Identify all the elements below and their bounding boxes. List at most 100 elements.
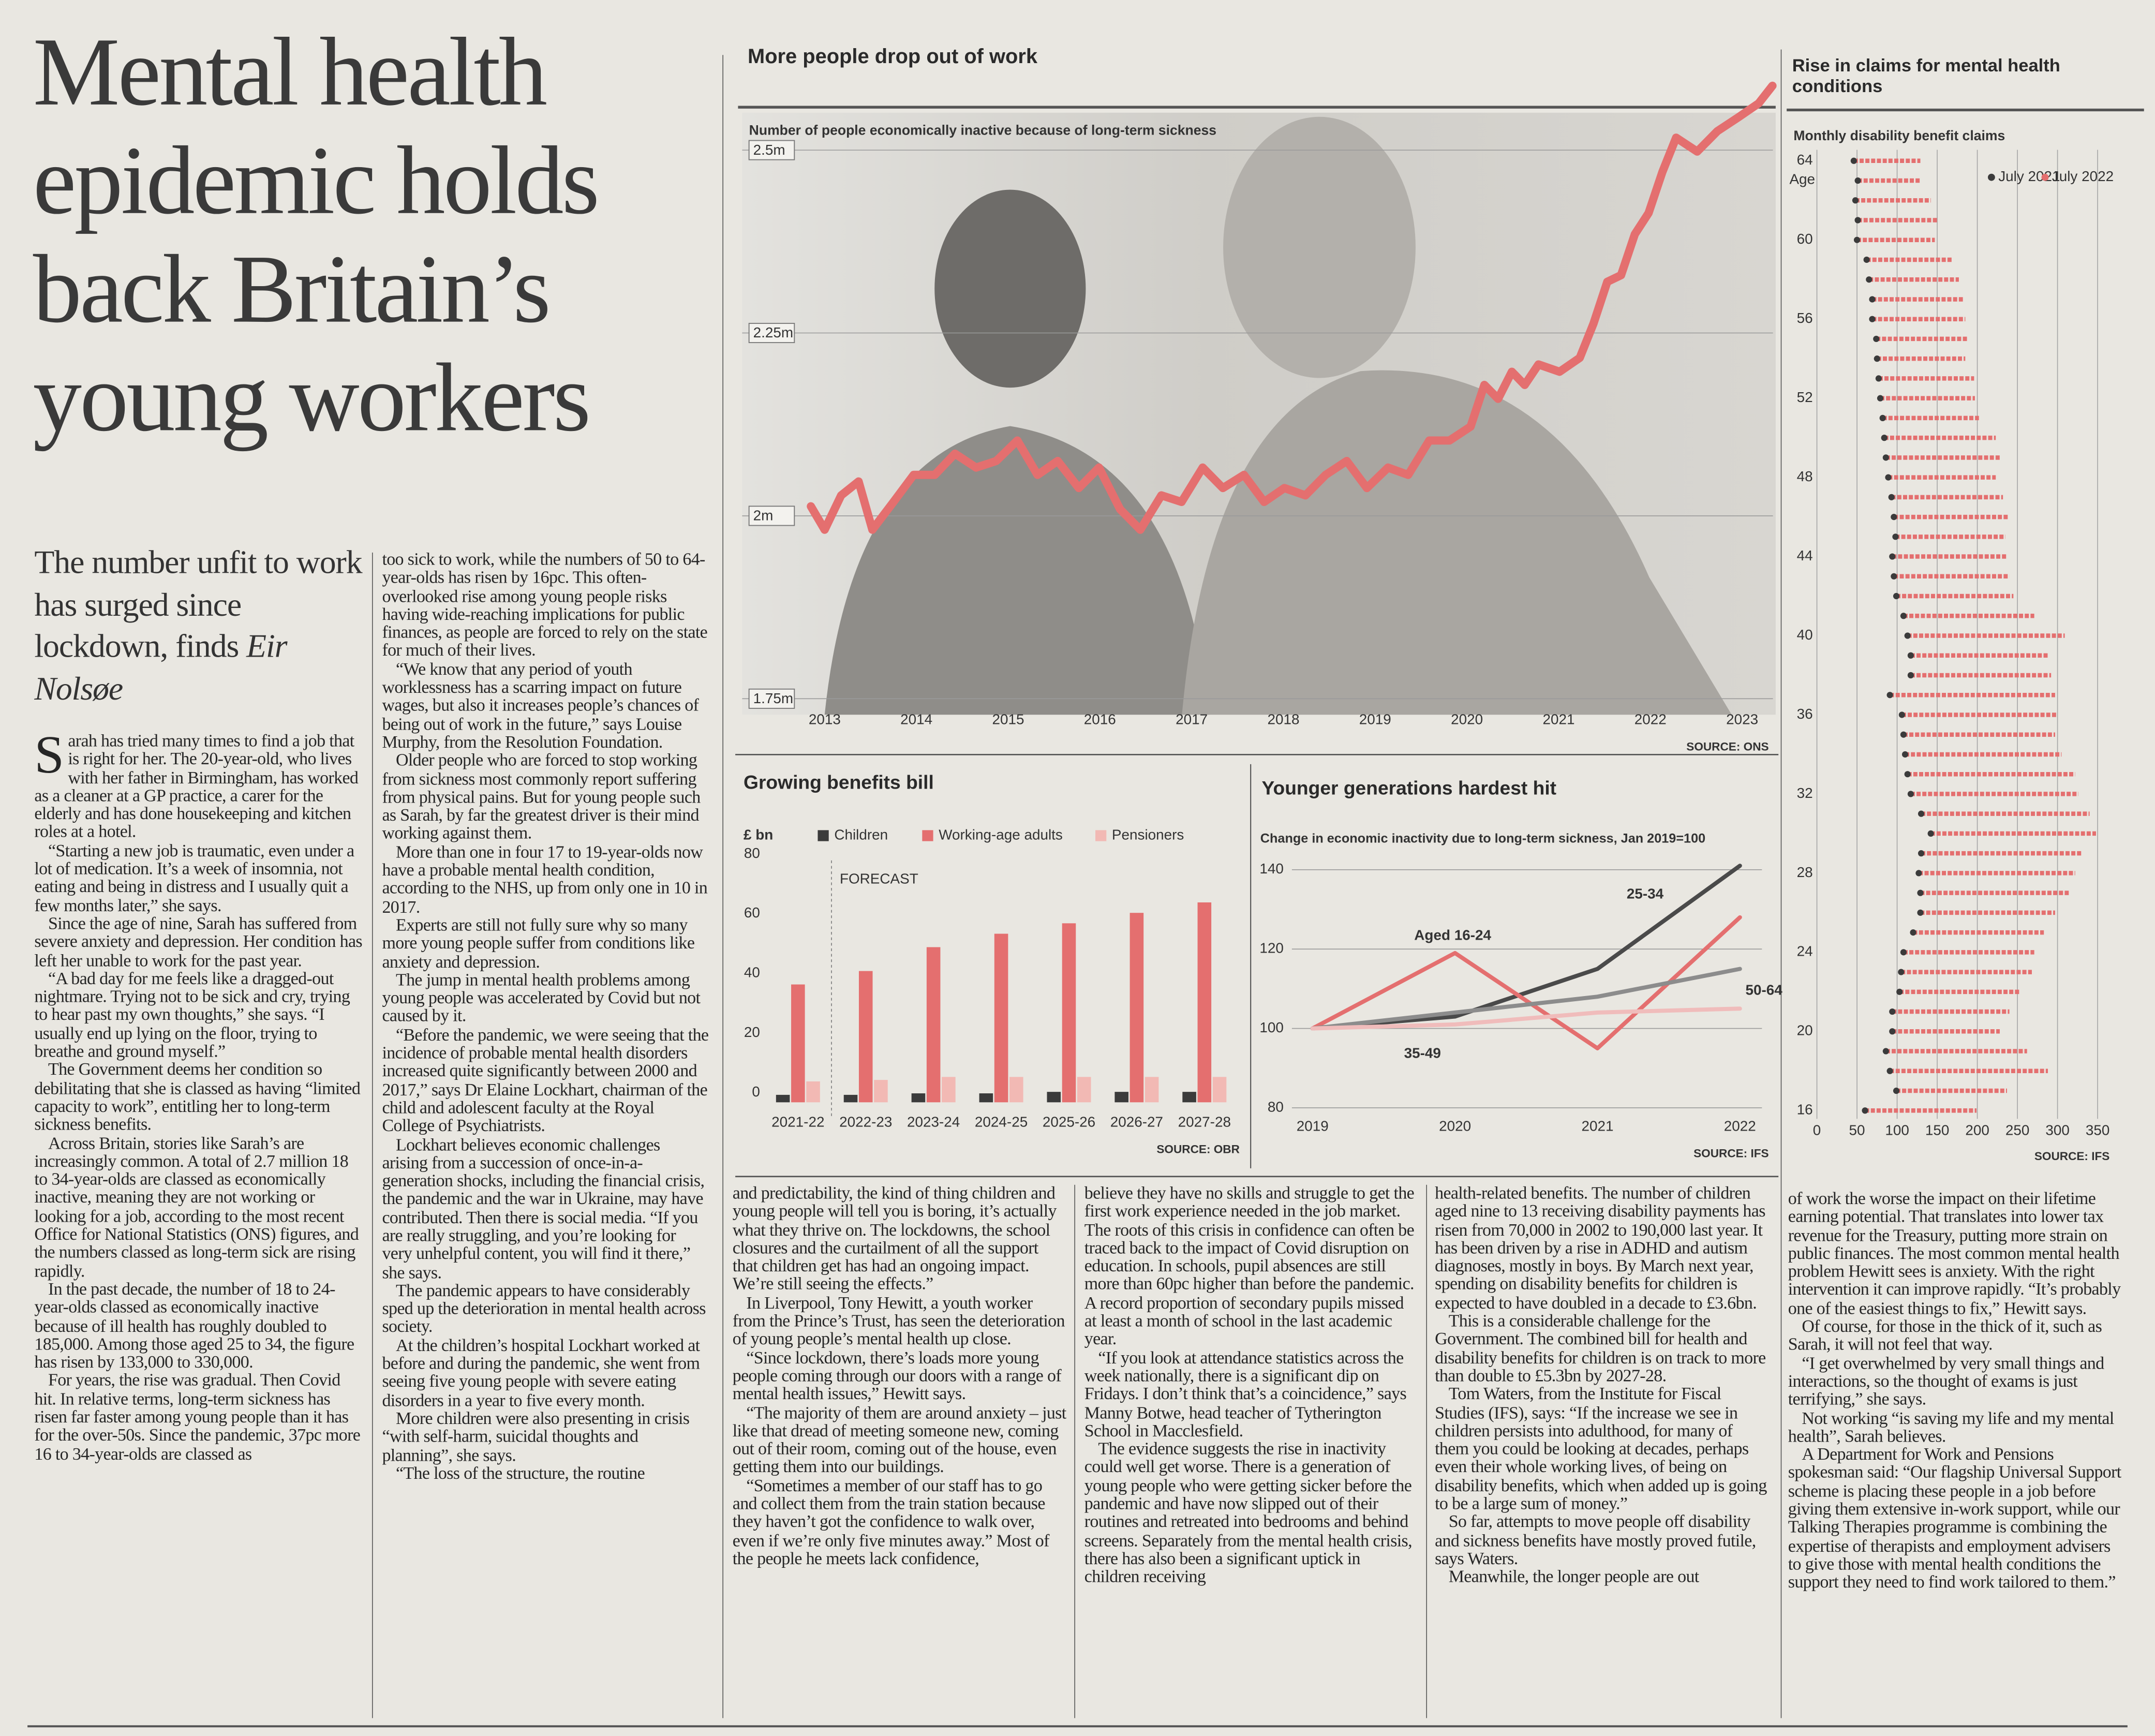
dot	[1907, 791, 1914, 797]
x-tick-label: 150	[1925, 1122, 1950, 1138]
dot	[1927, 830, 1934, 837]
article-column: too sick to work, while the numbers of 5…	[382, 551, 709, 1717]
x-tick-label: 2020	[1439, 1118, 1471, 1134]
data-line	[807, 81, 1777, 534]
bar	[1114, 1092, 1128, 1103]
legend-label: July 2022	[2052, 168, 2114, 184]
paragraph: Since the age of nine, Sarah has suffere…	[34, 914, 363, 970]
dot	[1901, 751, 1909, 758]
x-tick-label: 200	[1965, 1122, 1989, 1138]
dot	[1850, 157, 1857, 164]
x-tick-label: 2027-28	[1178, 1114, 1231, 1130]
y-tick-label: 16	[1797, 1102, 1813, 1118]
y-tick-label: 140	[1259, 860, 1284, 877]
dot	[1853, 236, 1861, 243]
bar	[874, 1080, 888, 1103]
paragraph: Of course, for those in the thick of it,…	[1788, 1316, 2102, 1355]
paragraph: Older people who are forced to stop work…	[382, 751, 701, 843]
y-tick-label: 40	[744, 964, 760, 980]
photo-figure	[1182, 370, 1732, 715]
dot	[1918, 810, 1925, 817]
dot	[1852, 197, 1859, 204]
x-tick-label: 2015	[992, 711, 1024, 727]
y-tick-label: 60	[1797, 231, 1813, 247]
chart-title: Younger generations hardest hit	[1261, 776, 1557, 799]
bar	[1212, 1077, 1227, 1103]
dot	[1888, 494, 1895, 500]
tick-label-box	[748, 140, 795, 160]
y-tick-label: 64	[1797, 152, 1813, 168]
dot	[1869, 316, 1876, 322]
bar	[1077, 1077, 1091, 1103]
legend-label: Pensioners	[1112, 826, 1184, 842]
dot	[1854, 217, 1861, 224]
paragraph: “Sometimes a member of our staff has to …	[732, 1476, 1050, 1568]
x-tick-label: 2019	[1359, 711, 1391, 727]
x-tick-label: 250	[2005, 1122, 2030, 1138]
y-tick-label: 120	[1259, 940, 1284, 956]
x-tick-label: 2019	[1297, 1118, 1329, 1134]
paragraph: “A bad day for me feels like a dragged-o…	[34, 969, 350, 1061]
paragraph: For years, the rise was gradual. Then Co…	[34, 1371, 361, 1463]
tick-label-box	[748, 688, 795, 709]
dot	[1873, 335, 1880, 343]
standfirst: The number unfit to work has surged sinc…	[34, 543, 371, 710]
dot	[1874, 355, 1880, 362]
bar	[1182, 1092, 1196, 1103]
x-tick-label: 2017	[1176, 711, 1208, 727]
y-tick-label: 20	[1797, 1022, 1813, 1038]
x-tick-label: 350	[2086, 1122, 2110, 1138]
x-tick-label: 2026-27	[1110, 1114, 1163, 1130]
tick-label-box	[748, 322, 795, 344]
paragraph: “Starting a new job is traumatic, even u…	[34, 841, 354, 915]
paragraph: “Since lockdown, there’s loads more youn…	[732, 1347, 1062, 1404]
dot	[1904, 632, 1911, 639]
paragraph: Tom Waters, from the Institute for Fisca…	[1435, 1384, 1767, 1514]
dot	[1889, 1008, 1896, 1015]
legend-swatch	[1095, 830, 1107, 841]
dot	[1891, 573, 1897, 580]
paragraph: health-related benefits. The number of c…	[1435, 1184, 1765, 1313]
y-axis-label: Age	[1789, 171, 1815, 187]
dot	[1892, 533, 1899, 540]
chart-source: SOURCE: IFS	[2034, 1149, 2110, 1163]
dot	[1879, 414, 1886, 421]
dot	[1917, 909, 1924, 916]
dot	[1918, 850, 1925, 857]
bar	[843, 1094, 858, 1103]
paragraph: “We know that any period of youth workle…	[382, 659, 699, 752]
x-tick-label: 100	[1885, 1122, 1909, 1138]
paragraph: More children were also presenting in cr…	[382, 1408, 690, 1465]
paragraph: too sick to work, while the numbers of 5…	[382, 551, 708, 661]
dot	[1886, 1067, 1893, 1074]
headline: Mental health epidemic holds back Britai…	[33, 19, 600, 452]
dot	[1907, 672, 1914, 679]
standfirst-text: The number unfit to work has surged sinc…	[34, 545, 362, 665]
dot	[1893, 592, 1900, 600]
paragraph: This is a considerable challenge for the…	[1435, 1311, 1766, 1386]
forecast-label: FORECAST	[840, 870, 918, 886]
dot	[1862, 1107, 1868, 1114]
paragraph: The pandemic appears to have considerabl…	[382, 1281, 706, 1337]
chart-subtitle: Number of people economically inactive b…	[749, 124, 1217, 139]
chart-title: Growing benefits bill	[744, 771, 934, 793]
legend-swatch	[2041, 173, 2049, 181]
paragraph: Lockhart believes economic challenges ar…	[382, 1134, 705, 1282]
dot	[1866, 276, 1872, 283]
y-tick-label: 48	[1797, 468, 1813, 484]
x-tick-label: 2014	[900, 711, 932, 727]
bar	[791, 984, 805, 1103]
chart-source: SOURCE: OBR	[1156, 1142, 1240, 1156]
y-tick-label: 36	[1797, 706, 1813, 722]
paragraph: The evidence suggests the rise in inacti…	[1084, 1439, 1413, 1586]
y-tick-label: 32	[1797, 785, 1813, 801]
dot	[1889, 553, 1896, 560]
dot	[1882, 454, 1889, 461]
paragraph: “If you look at attendance statistics ac…	[1084, 1347, 1407, 1441]
x-tick-label: 2022-23	[839, 1114, 892, 1130]
dot	[1893, 1087, 1900, 1094]
x-tick-label: 2024-25	[975, 1114, 1028, 1130]
paragraph: “I get overwhelmed by very small things …	[1788, 1353, 2104, 1409]
bar	[806, 1081, 820, 1103]
